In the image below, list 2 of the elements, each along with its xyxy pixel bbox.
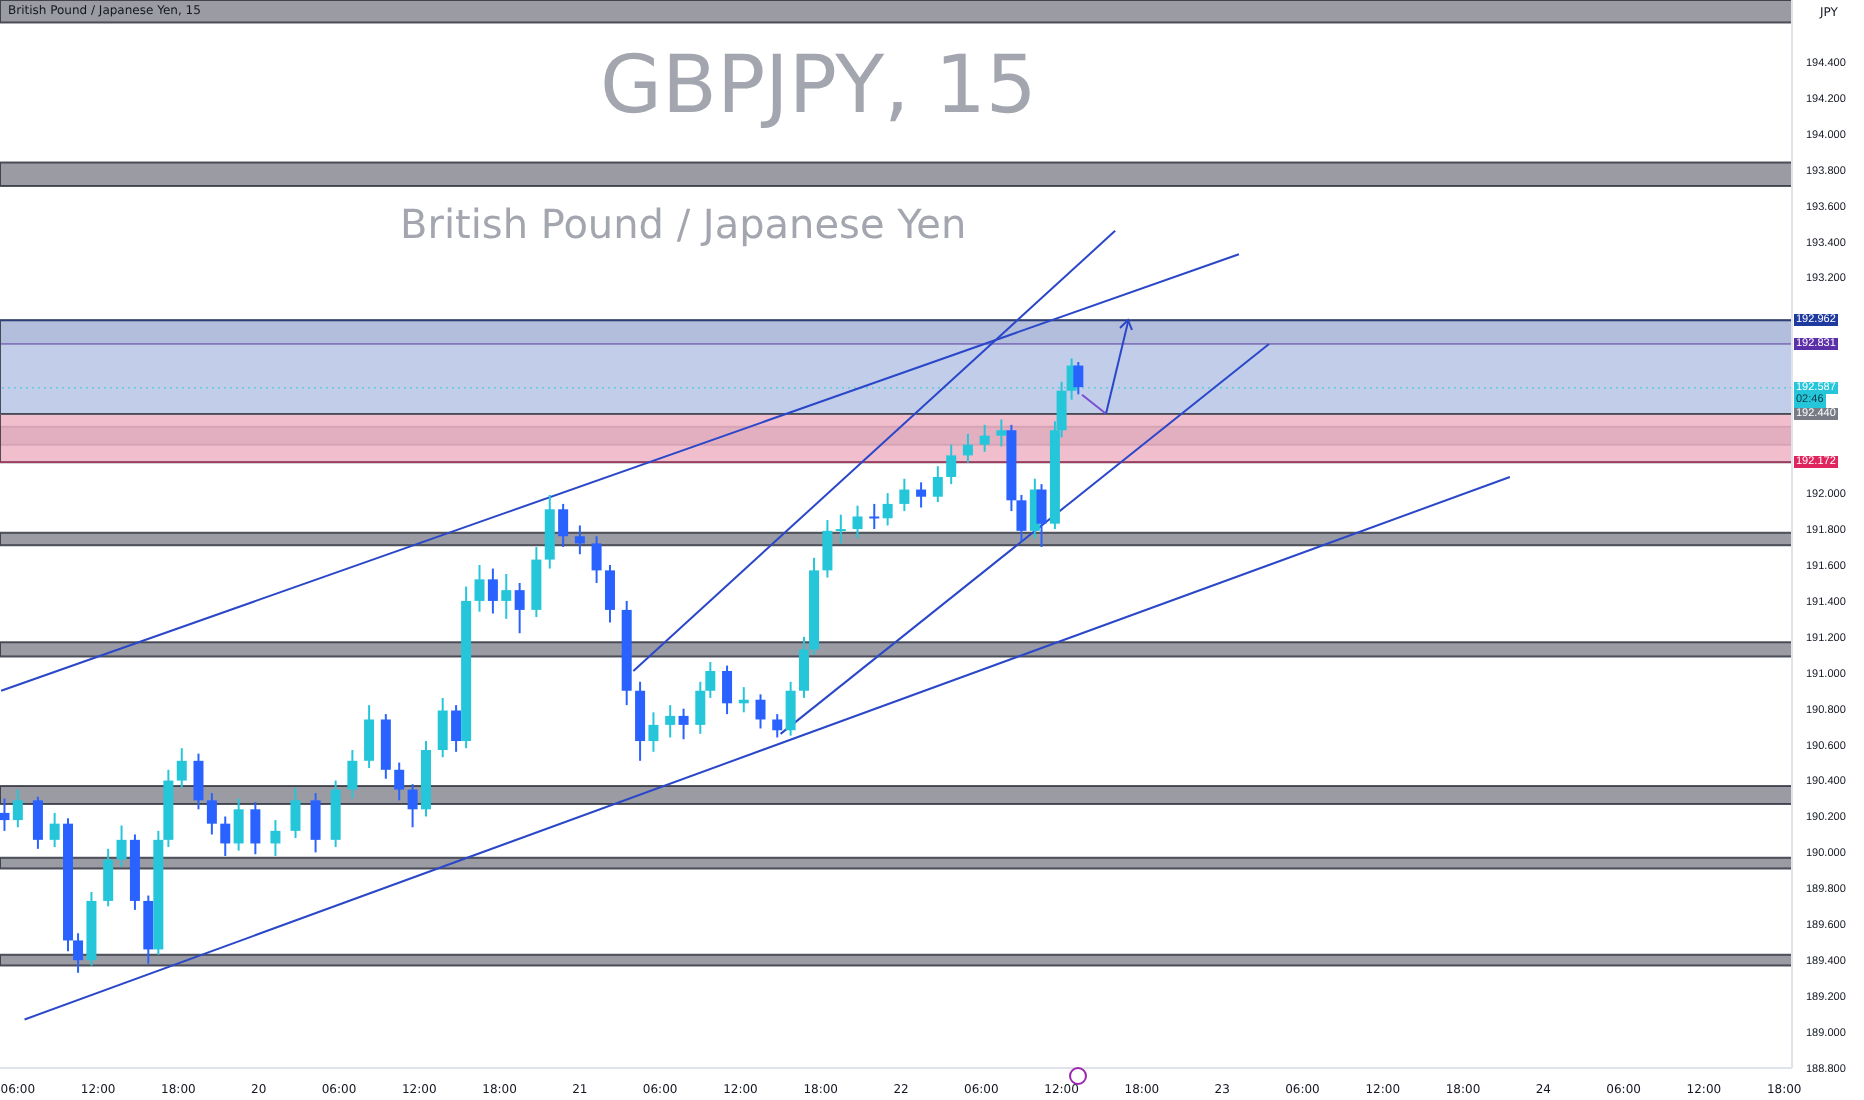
annotation: British Pound / Japanese Yen	[400, 200, 967, 248]
annotation: GBPJPY, 15	[600, 40, 1037, 132]
